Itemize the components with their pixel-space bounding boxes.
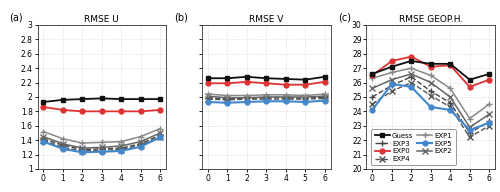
Title: RMSE V: RMSE V — [249, 15, 284, 24]
Text: (c): (c) — [338, 12, 351, 22]
Title: RMSE GEOP.H.: RMSE GEOP.H. — [398, 15, 463, 24]
Legend: Guess, EXP3, EXP0, EXP4, EXP1, EXP5, EXP2: Guess, EXP3, EXP0, EXP4, EXP1, EXP5, EXP… — [371, 129, 456, 166]
Text: (b): (b) — [174, 12, 188, 22]
Title: RMSE U: RMSE U — [84, 15, 119, 24]
Text: (a): (a) — [9, 12, 23, 22]
